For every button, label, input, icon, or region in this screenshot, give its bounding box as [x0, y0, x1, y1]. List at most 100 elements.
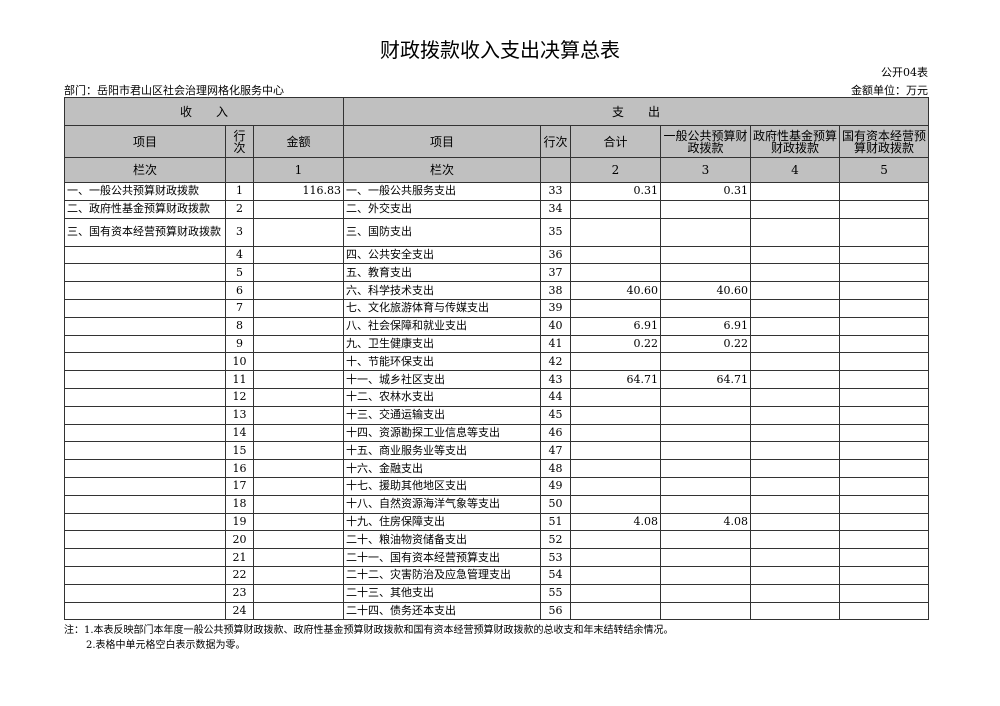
cell-total: 0.22	[570, 334, 661, 354]
cell-fund	[750, 387, 840, 407]
cell-ex-no: 48	[540, 459, 571, 478]
cell-state	[838, 423, 930, 443]
cell-ex-no: 54	[540, 565, 571, 585]
cell-ex-no: 42	[540, 352, 571, 372]
cell-fund	[750, 512, 840, 532]
cell-in-amt	[253, 459, 344, 478]
notes: 注：1.本表反映部门本年度一般公共预算财政拨款、政府性基金预算财政拨款和国有资本…	[64, 623, 674, 653]
cell-in-item	[64, 459, 226, 478]
cell-in-item	[64, 512, 226, 532]
col-expense-item: 项目	[343, 125, 541, 158]
cell-ex-no: 36	[540, 245, 571, 265]
cell-general	[660, 405, 751, 425]
table-row: 17 十七、援助其他地区支出 49	[64, 476, 930, 496]
col-fund: 政府性基金预算财政拨款	[750, 125, 840, 158]
note-2: 2.表格中单元格空白表示数据为零。	[86, 640, 246, 651]
cell-general	[660, 494, 751, 514]
cell-ex-no: 52	[540, 530, 571, 550]
cell-ex-item: 五、教育支出	[343, 263, 541, 283]
table-row: 14 十四、资源勘探工业信息等支出 46	[64, 423, 930, 443]
cell-state	[838, 530, 930, 550]
cell-in-no: 1	[225, 182, 254, 201]
cell-ex-no: 55	[540, 583, 571, 603]
cell-fund	[750, 583, 840, 603]
cell-ex-item: 二、外交支出	[343, 199, 541, 219]
cell-in-amt	[253, 530, 344, 550]
cell-state	[838, 512, 930, 532]
cell-state	[838, 281, 930, 300]
cell-ex-item: 四、公共安全支出	[343, 245, 541, 265]
table-row: 10 十、节能环保支出 42	[64, 352, 930, 372]
cell-total: 0.31	[570, 182, 661, 201]
cell-in-amt	[253, 217, 344, 247]
table-row: 24 二十四、债务还本支出 56	[64, 601, 930, 621]
cell-total	[570, 387, 661, 407]
cell-in-no: 3	[225, 217, 254, 247]
cell-total	[570, 298, 661, 318]
cell-total	[570, 583, 661, 603]
department-label: 部门：岳阳市君山区社会治理网格化服务中心	[64, 84, 284, 97]
cell-in-item	[64, 387, 226, 407]
cell-in-amt: 116.83	[253, 182, 344, 201]
cell-in-amt	[253, 387, 344, 407]
cell-in-item	[64, 601, 226, 621]
cell-general: 0.31	[660, 182, 751, 201]
cell-in-no: 23	[225, 583, 254, 603]
header-row-lanci: 栏次 1 栏次 2 3 4 5	[64, 157, 930, 183]
cell-ex-item: 十五、商业服务业等支出	[343, 441, 541, 461]
cell-in-amt	[253, 352, 344, 372]
cell-general	[660, 199, 751, 219]
cell-ex-no: 51	[540, 512, 571, 532]
cell-general	[660, 548, 751, 567]
cell-in-amt	[253, 281, 344, 300]
cell-fund	[750, 441, 840, 461]
cell-in-item: 一、一般公共预算财政拨款	[64, 182, 226, 201]
cell-fund	[750, 245, 840, 265]
lanci-empty	[540, 157, 571, 183]
cell-total: 6.91	[570, 316, 661, 336]
cell-fund	[750, 494, 840, 514]
table-row: 15 十五、商业服务业等支出 47	[64, 441, 930, 461]
cell-in-no: 4	[225, 245, 254, 265]
cell-state	[838, 316, 930, 336]
lanci-4: 4	[750, 157, 840, 183]
cell-general	[660, 217, 751, 247]
cell-fund	[750, 281, 840, 300]
cell-general: 4.08	[660, 512, 751, 532]
lanci-2: 2	[570, 157, 661, 183]
cell-fund	[750, 263, 840, 283]
cell-in-no: 8	[225, 316, 254, 336]
cell-ex-item: 一、一般公共服务支出	[343, 182, 541, 201]
table-row: 9 九、卫生健康支出 41 0.22 0.22	[64, 334, 930, 354]
table-row: 一、一般公共预算财政拨款 1 116.83 一、一般公共服务支出 33 0.31 0.31	[64, 182, 930, 201]
cell-state	[838, 565, 930, 585]
cell-state	[838, 441, 930, 461]
table-row: 19 十九、住房保障支出 51 4.08 4.08	[64, 512, 930, 532]
cell-total	[570, 565, 661, 585]
unit-label: 金额单位：万元	[851, 84, 928, 97]
cell-ex-no: 34	[540, 199, 571, 219]
cell-total	[570, 199, 661, 219]
note-1: 注：1.本表反映部门本年度一般公共预算财政拨款、政府性基金预算财政拨款和国有资本…	[64, 625, 674, 636]
cell-in-no: 2	[225, 199, 254, 219]
cell-total	[570, 423, 661, 443]
cell-general	[660, 476, 751, 496]
cell-state	[838, 352, 930, 372]
cell-in-amt	[253, 245, 344, 265]
cell-in-item: 三、国有资本经营预算财政拨款	[64, 217, 226, 247]
cell-ex-item: 二十三、其他支出	[343, 583, 541, 603]
cell-in-no: 6	[225, 281, 254, 300]
table-row: 4 四、公共安全支出 36	[64, 245, 930, 265]
table-row: 三、国有资本经营预算财政拨款 3 三、国防支出 35	[64, 217, 930, 247]
cell-fund	[750, 565, 840, 585]
cell-in-no: 11	[225, 370, 254, 389]
cell-in-item	[64, 281, 226, 300]
lanci-5: 5	[838, 157, 930, 183]
budget-table: 收 入 支 出 项目 行次 金额 项目 行次 合计 一般公共预算财政拨款 政府性…	[64, 97, 930, 621]
cell-in-amt	[253, 601, 344, 621]
cell-total: 40.60	[570, 281, 661, 300]
header-row-columns: 项目 行次 金额 项目 行次 合计 一般公共预算财政拨款 政府性基金预算财政拨款…	[64, 125, 930, 158]
cell-general	[660, 441, 751, 461]
cell-general	[660, 423, 751, 443]
cell-total	[570, 459, 661, 478]
